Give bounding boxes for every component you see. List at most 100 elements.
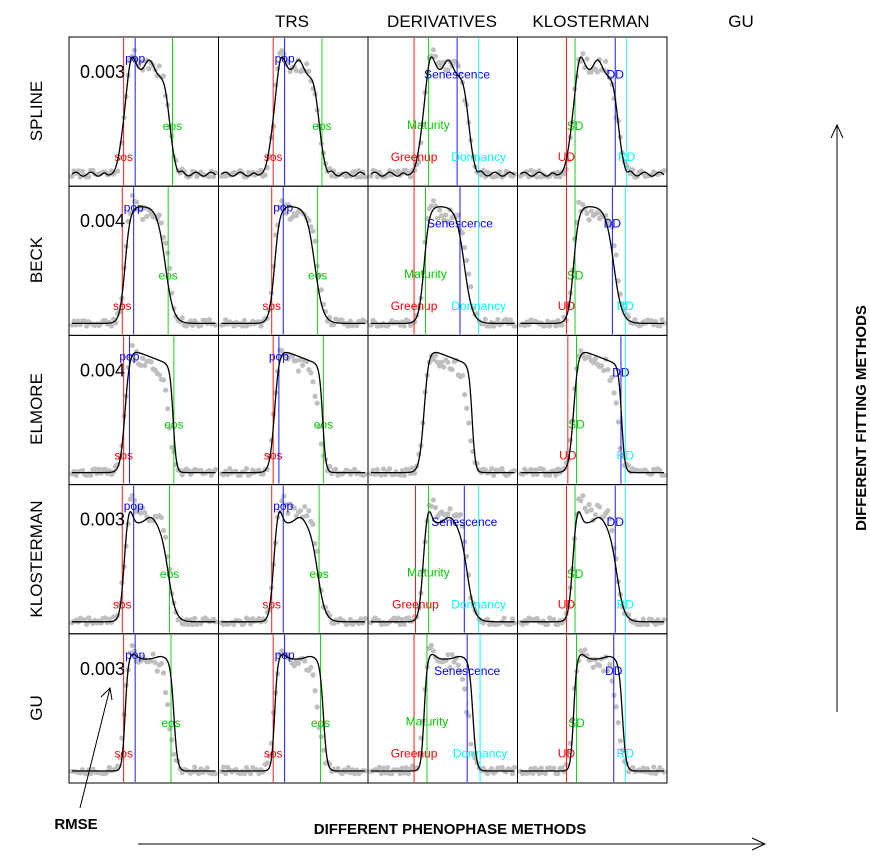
row-title-klosterman: KLOSTERMAN — [27, 500, 46, 617]
observation-point — [310, 379, 316, 385]
phase-label-senescence: Senescence — [427, 216, 493, 230]
observation-point — [661, 168, 667, 174]
observation-point — [293, 68, 299, 74]
observation-point — [347, 318, 354, 324]
observation-point — [131, 357, 137, 363]
phase-label-eos: eos — [308, 268, 327, 282]
phase-label-sos: sos — [264, 448, 283, 462]
observation-point — [401, 621, 407, 627]
observation-point — [617, 445, 623, 451]
fitted-curve — [371, 653, 515, 772]
observation-point — [71, 318, 77, 324]
observation-point — [455, 662, 461, 668]
fitted-curve — [371, 511, 515, 623]
phase-label-pop: pop — [273, 201, 293, 215]
observation-point — [619, 747, 626, 753]
observation-point — [131, 47, 137, 53]
panel-beck-klosterman: Greenup Maturity Senescence Dormancy — [367, 185, 518, 336]
phase-label-greenup: Greenup — [391, 150, 438, 164]
observation-point — [657, 323, 663, 329]
observation-point — [416, 751, 422, 757]
phase-label-sos: sos — [113, 299, 132, 313]
fitted-curve — [72, 351, 216, 474]
observation-point — [108, 323, 115, 329]
observation-point — [285, 58, 291, 64]
observation-point — [601, 367, 607, 374]
observation-point — [524, 620, 530, 626]
panel-frame — [367, 334, 518, 486]
observation-point — [449, 366, 455, 373]
observation-point — [565, 749, 571, 756]
fitted-curve — [371, 351, 515, 474]
phase-label-ud: UD — [558, 597, 576, 611]
observation-point — [605, 367, 611, 373]
observation-point — [596, 215, 603, 222]
observation-point — [258, 323, 264, 329]
observation-point — [626, 314, 632, 320]
panel-klosterman-derivatives: sos pop eos — [218, 484, 369, 635]
observation-point — [370, 467, 376, 474]
observation-point — [160, 670, 167, 676]
phase-label-sos: sos — [262, 299, 281, 313]
phase-label-dd: DD — [605, 664, 623, 678]
observation-point — [154, 668, 160, 674]
observation-point — [281, 493, 287, 499]
observation-point — [283, 210, 289, 216]
column-title-trs: TRS — [275, 12, 309, 31]
observation-point — [264, 466, 270, 472]
observation-point — [615, 278, 621, 284]
observation-point — [196, 771, 202, 777]
observation-point — [380, 765, 387, 771]
panel-beck-trs: sos pop eos 0.004 — [68, 185, 219, 336]
phase-label-sd: SD — [568, 418, 585, 432]
observation-point — [594, 210, 601, 216]
observation-point — [308, 664, 314, 670]
observation-point — [553, 323, 559, 329]
observation-point — [661, 769, 667, 775]
observation-point — [190, 322, 196, 329]
phase-label-ud: UD — [559, 448, 577, 462]
observation-point — [584, 509, 590, 515]
observation-point — [297, 508, 304, 514]
phase-label-sd: SD — [567, 567, 584, 581]
column-title-derivatives: DERIVATIVES — [387, 12, 497, 31]
observation-point — [158, 514, 165, 521]
observation-point — [397, 472, 403, 478]
observation-point — [565, 157, 571, 163]
observation-point — [150, 651, 156, 657]
observation-point — [115, 763, 121, 769]
observation-point — [102, 466, 108, 472]
rmse-value: 0.004 — [80, 211, 125, 231]
observation-point — [437, 207, 443, 213]
observation-point — [320, 747, 327, 753]
phase-label-dd: DD — [607, 515, 625, 529]
observation-point — [142, 509, 148, 516]
observation-point — [578, 648, 584, 654]
observation-point — [179, 472, 185, 478]
observation-point — [223, 771, 229, 777]
observation-point — [171, 751, 177, 757]
column-titles: TRS DERIVATIVES KLOSTERMAN GU — [275, 12, 754, 31]
observation-point — [447, 506, 453, 512]
row-title-gu: GU — [27, 695, 46, 721]
observation-point — [260, 769, 266, 775]
observation-point — [461, 392, 468, 398]
observation-point — [580, 201, 586, 208]
observation-point — [405, 466, 412, 473]
phase-label-sos: sos — [113, 597, 132, 611]
phase-label-dormancy: Dormancy — [451, 150, 506, 164]
observation-point — [312, 540, 318, 547]
observation-point — [468, 438, 474, 444]
rmse-caption: RMSE — [54, 816, 97, 833]
observation-point — [220, 764, 227, 770]
observation-point — [428, 503, 434, 509]
observation-point — [144, 213, 150, 219]
observation-point — [468, 741, 474, 747]
phase-label-eos: eos — [311, 716, 330, 730]
observation-point — [445, 652, 451, 658]
